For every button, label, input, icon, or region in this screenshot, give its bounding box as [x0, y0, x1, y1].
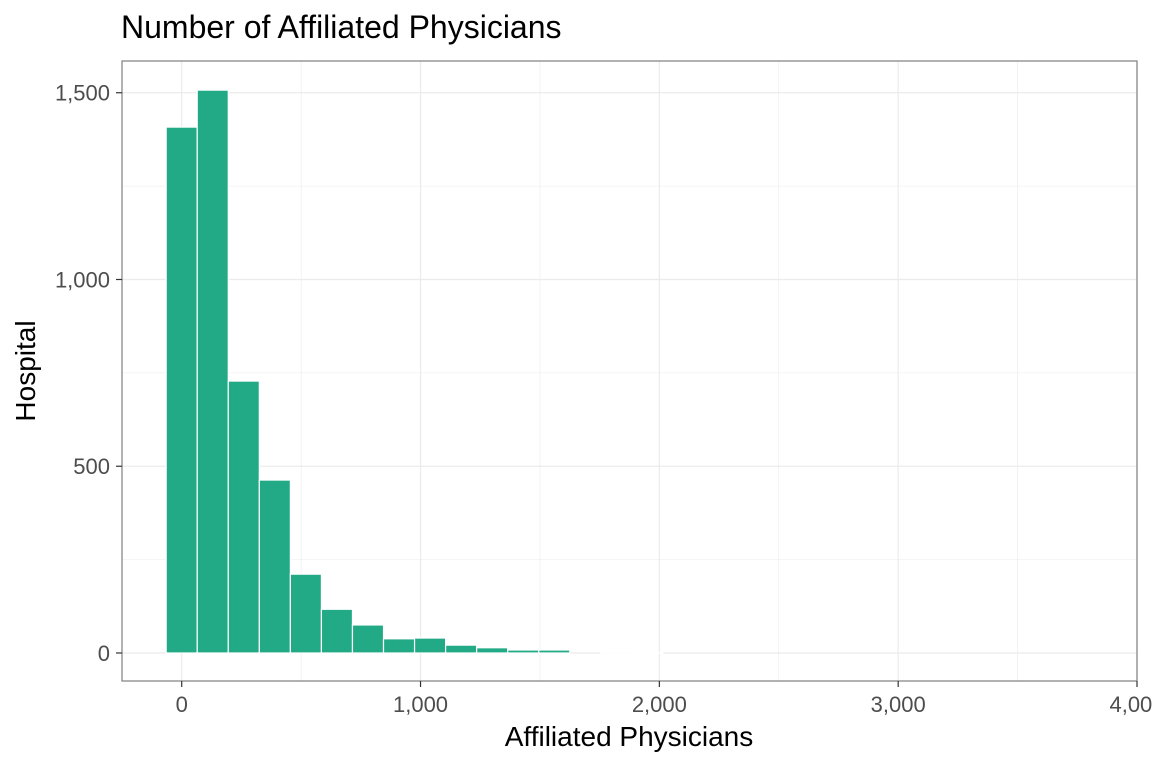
- y-axis: 0 500 1,000 1,500: [55, 81, 122, 666]
- histogram-bar: [382, 638, 416, 654]
- x-tick-label: 1,000: [393, 692, 448, 717]
- x-tick-label: 2,000: [632, 692, 687, 717]
- histogram-bar: [600, 651, 633, 654]
- x-axis-title: Affiliated Physicians: [505, 721, 754, 752]
- y-tick-label: 500: [73, 454, 110, 479]
- chart-title: Number of Affiliated Physicians: [121, 9, 562, 45]
- bars: [165, 89, 664, 654]
- y-axis-title: Hospital: [10, 320, 41, 421]
- histogram-bar: [445, 644, 478, 654]
- panel-border: [121, 60, 1138, 682]
- histogram-bar: [258, 479, 291, 654]
- histogram-bar: [289, 573, 323, 654]
- histogram-bar: [413, 637, 447, 654]
- histogram-bar: [196, 89, 229, 654]
- x-tick-label: 0: [176, 692, 188, 717]
- histogram-bar: [476, 647, 509, 654]
- x-tick-label: 4,000: [1109, 692, 1152, 717]
- x-tick-label: 3,000: [871, 692, 926, 717]
- y-tick-label: 1,500: [55, 81, 110, 106]
- histogram-bar: [165, 126, 198, 654]
- histogram-bar: [227, 380, 260, 654]
- x-axis: 0 1,000 2,000 3,000 4,000: [176, 681, 1152, 717]
- histogram-bar: [320, 608, 354, 654]
- histogram-bar: [538, 649, 571, 654]
- y-tick-label: 0: [98, 641, 110, 666]
- histogram-bar: [631, 652, 664, 654]
- histogram-bar: [507, 649, 540, 654]
- histogram-bar: [351, 624, 385, 654]
- y-tick-label: 1,000: [55, 267, 110, 292]
- plot-panel: [121, 60, 1138, 682]
